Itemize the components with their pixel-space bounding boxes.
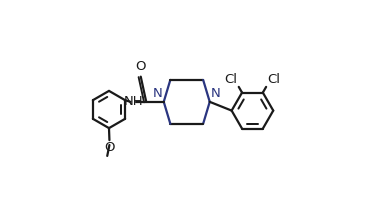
Text: N: N <box>211 87 221 100</box>
Text: O: O <box>135 60 145 73</box>
Text: Cl: Cl <box>224 73 237 86</box>
Text: Cl: Cl <box>267 73 280 86</box>
Text: NH: NH <box>123 95 143 108</box>
Text: N: N <box>153 87 163 100</box>
Text: O: O <box>104 141 115 154</box>
